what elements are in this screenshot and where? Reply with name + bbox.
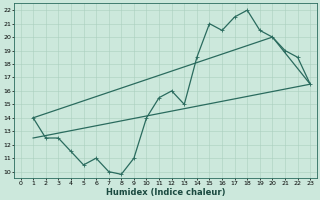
X-axis label: Humidex (Indice chaleur): Humidex (Indice chaleur) [106,188,225,197]
